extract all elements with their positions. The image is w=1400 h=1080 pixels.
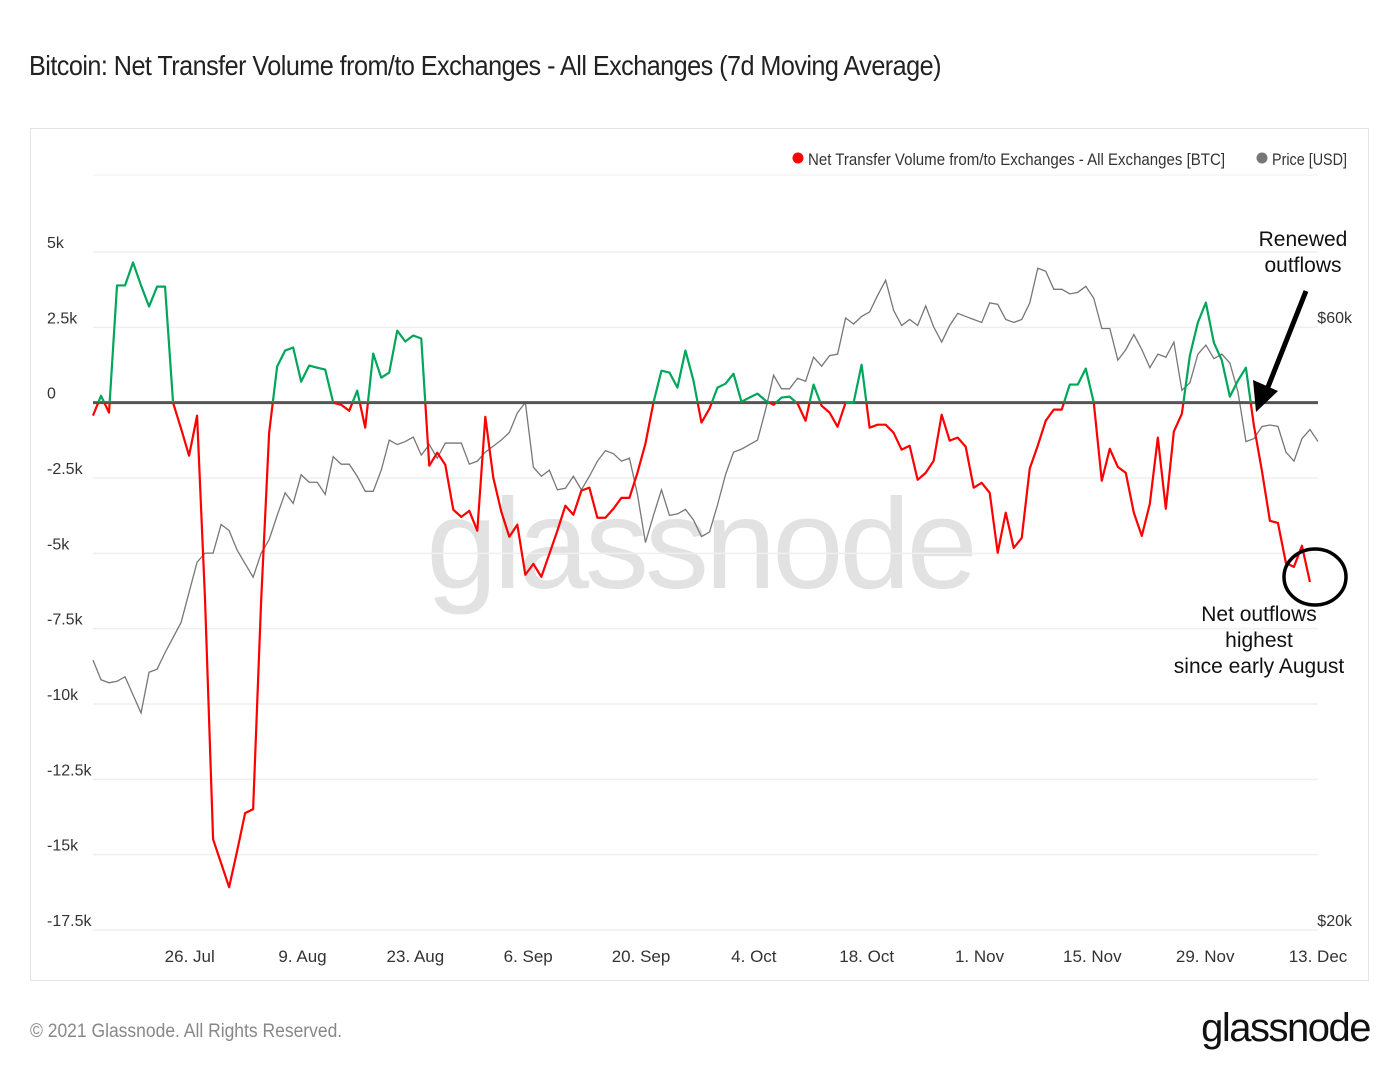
- legend-dot-price: [1256, 152, 1268, 164]
- legend-label-price[interactable]: Price [USD]: [1272, 150, 1347, 169]
- netflow-segment-negative: [865, 402, 1066, 554]
- x-tick-label: 9. Aug: [278, 947, 326, 966]
- net-flow-series: [91, 261, 1312, 889]
- netflow-segment-negative: [358, 402, 370, 429]
- netflow-segment-negative: [769, 401, 777, 406]
- netflow-segment-positive: [271, 346, 335, 403]
- netflow-segment-positive: [710, 372, 771, 404]
- annotation-arrow: [1263, 290, 1309, 393]
- x-axis: 26. Jul 9. Aug 23. Aug 6. Sep 20. Sep 4. Oct 1…: [165, 947, 1348, 966]
- netflow-segment-negative: [332, 401, 354, 412]
- netflow-segment-positive: [97, 394, 106, 404]
- netflow-segment-positive: [1062, 367, 1095, 404]
- watermark: glassnode: [426, 473, 974, 616]
- x-tick-label: 1. Nov: [955, 947, 1005, 966]
- netflow-segment-positive: [366, 329, 427, 403]
- grid: [93, 174, 1318, 931]
- y-axis-left: 5k 2.5k 0 -2.5k -5k -7.5k -10k -12.5k -15k -17.5k: [47, 235, 92, 930]
- netflow-segment-negative: [172, 402, 274, 889]
- x-tick-label: 26. Jul: [165, 947, 215, 966]
- annotation-renewed-line1: Renewed: [1259, 228, 1348, 251]
- netflow-segment-negative: [1092, 402, 1185, 537]
- y-tick-label: -12.5k: [47, 762, 92, 779]
- netflow-segment-positive: [845, 363, 868, 404]
- y-tick-label: -7.5k: [47, 612, 84, 629]
- y-tick-label: -15k: [47, 838, 79, 855]
- y-right-tick-label: $60k: [1317, 310, 1353, 327]
- x-tick-label: 23. Aug: [387, 947, 445, 966]
- annotation-renewed-line2: outflows: [1264, 254, 1341, 277]
- y-tick-label: 2.5k: [47, 310, 78, 327]
- netflow-segment-positive: [1182, 301, 1252, 403]
- x-tick-label: 6. Sep: [504, 947, 553, 966]
- x-tick-label: 18. Oct: [839, 947, 894, 966]
- x-tick-label: 15. Nov: [1063, 947, 1122, 966]
- netflow-segment-positive: [775, 395, 798, 404]
- glassnode-logo[interactable]: glassnode: [1201, 1006, 1371, 1050]
- y-axis-right: $60k $20k: [1317, 310, 1353, 930]
- y-tick-label: -17.5k: [47, 913, 92, 930]
- price-series: [92, 267, 1319, 716]
- legend-label-netflow[interactable]: Net Transfer Volume from/to Exchanges - …: [808, 150, 1225, 169]
- netflow-segment-negative: [103, 402, 111, 414]
- chart-frame: [30, 128, 1369, 981]
- legend-dot-netflow: [792, 152, 804, 164]
- netflow-segment-negative: [424, 402, 655, 578]
- y-right-tick-label: $20k: [1317, 913, 1353, 930]
- y-tick-label: 5k: [47, 235, 65, 252]
- netflow-segment-negative: [91, 402, 100, 417]
- netflow-segment-negative: [696, 402, 713, 424]
- netflow-segment-positive: [808, 383, 822, 404]
- chart-title: Bitcoin: Net Transfer Volume from/to Exc…: [29, 50, 941, 81]
- x-tick-label: 4. Oct: [731, 947, 777, 966]
- annotation-highest-line1: Net outflows: [1201, 603, 1317, 626]
- price-line: [92, 267, 1319, 716]
- netflow-segment-positive: [652, 349, 699, 403]
- annotation-circle: [1282, 547, 1348, 607]
- annotation-highest-line2: highest: [1225, 629, 1293, 652]
- x-tick-label: 29. Nov: [1176, 947, 1235, 966]
- x-tick-label: 20. Sep: [612, 947, 671, 966]
- y-tick-label: 0: [47, 386, 56, 403]
- annotation-arrowhead: [1253, 380, 1278, 412]
- netflow-segment-negative: [795, 401, 811, 422]
- netflow-segment-negative: [819, 402, 847, 428]
- netflow-segment-positive: [108, 261, 175, 403]
- copyright-footer: © 2021 Glassnode. All Rights Reserved.: [30, 1021, 343, 1042]
- y-tick-label: -2.5k: [47, 461, 84, 478]
- netflow-segment-positive: [351, 389, 361, 404]
- x-tick-label: 13. Dec: [1289, 947, 1348, 966]
- y-tick-label: -5k: [47, 536, 70, 553]
- y-tick-label: -10k: [47, 687, 79, 704]
- annotation-highest-line3: since early August: [1174, 655, 1345, 678]
- annotations: Renewed outflows Net outflows highest si…: [1174, 228, 1348, 678]
- legend: Net Transfer Volume from/to Exchanges - …: [792, 150, 1347, 169]
